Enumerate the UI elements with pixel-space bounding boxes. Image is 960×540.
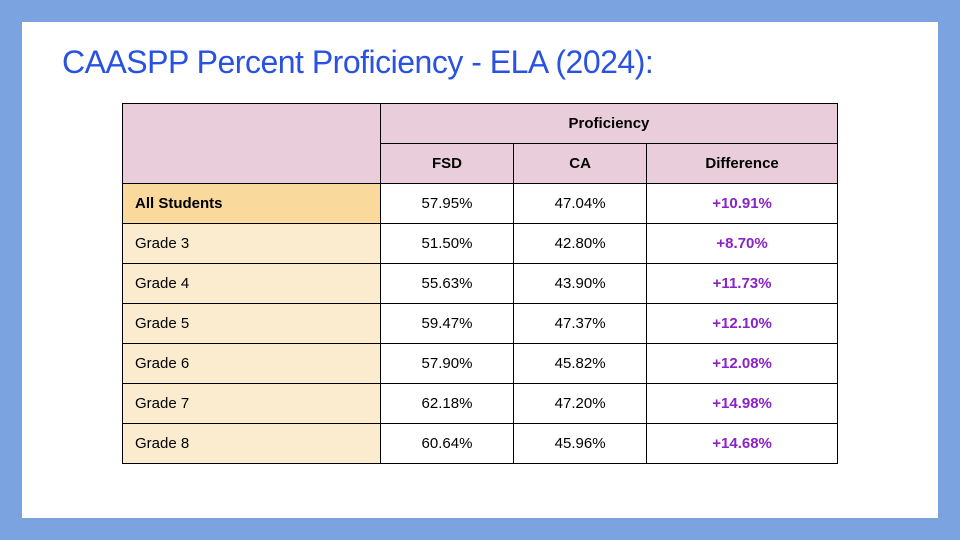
- cell-difference: +12.08%: [647, 344, 838, 384]
- cell-fsd: 62.18%: [380, 384, 513, 424]
- cell-difference: +11.73%: [647, 264, 838, 304]
- row-label: Grade 8: [123, 424, 381, 464]
- table-row: All Students57.95%47.04%+10.91%: [123, 184, 838, 224]
- row-label: All Students: [123, 184, 381, 224]
- row-label: Grade 7: [123, 384, 381, 424]
- row-label: Grade 3: [123, 224, 381, 264]
- cell-fsd: 60.64%: [380, 424, 513, 464]
- cell-fsd: 57.95%: [380, 184, 513, 224]
- cell-ca: 45.82%: [514, 344, 647, 384]
- header-group: Proficiency: [380, 104, 837, 144]
- table-row: Grade 559.47%47.37%+12.10%: [123, 304, 838, 344]
- col-header-diff: Difference: [647, 144, 838, 184]
- cell-ca: 42.80%: [514, 224, 647, 264]
- cell-ca: 43.90%: [514, 264, 647, 304]
- row-label: Grade 5: [123, 304, 381, 344]
- cell-difference: +10.91%: [647, 184, 838, 224]
- cell-fsd: 59.47%: [380, 304, 513, 344]
- table-row: Grade 762.18%47.20%+14.98%: [123, 384, 838, 424]
- row-label: Grade 4: [123, 264, 381, 304]
- col-header-ca: CA: [514, 144, 647, 184]
- cell-ca: 47.04%: [514, 184, 647, 224]
- col-header-fsd: FSD: [380, 144, 513, 184]
- table-container: Proficiency FSD CA Difference All Studen…: [62, 103, 898, 464]
- table-row: Grade 860.64%45.96%+14.68%: [123, 424, 838, 464]
- cell-fsd: 55.63%: [380, 264, 513, 304]
- page-title: CAASPP Percent Proficiency - ELA (2024):: [62, 44, 898, 81]
- cell-difference: +8.70%: [647, 224, 838, 264]
- row-label: Grade 6: [123, 344, 381, 384]
- cell-fsd: 57.90%: [380, 344, 513, 384]
- table-row: Grade 657.90%45.82%+12.08%: [123, 344, 838, 384]
- cell-difference: +12.10%: [647, 304, 838, 344]
- cell-difference: +14.68%: [647, 424, 838, 464]
- cell-ca: 45.96%: [514, 424, 647, 464]
- cell-fsd: 51.50%: [380, 224, 513, 264]
- slide-card: CAASPP Percent Proficiency - ELA (2024):…: [22, 22, 938, 518]
- cell-ca: 47.37%: [514, 304, 647, 344]
- cell-ca: 47.20%: [514, 384, 647, 424]
- table-row: Grade 455.63%43.90%+11.73%: [123, 264, 838, 304]
- table-row: Grade 351.50%42.80%+8.70%: [123, 224, 838, 264]
- proficiency-table: Proficiency FSD CA Difference All Studen…: [122, 103, 838, 464]
- table-corner-cell: [123, 104, 381, 184]
- cell-difference: +14.98%: [647, 384, 838, 424]
